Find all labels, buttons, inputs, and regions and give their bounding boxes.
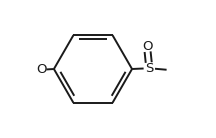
- Text: O: O: [142, 40, 152, 53]
- Text: S: S: [145, 62, 154, 75]
- Text: O: O: [36, 63, 46, 76]
